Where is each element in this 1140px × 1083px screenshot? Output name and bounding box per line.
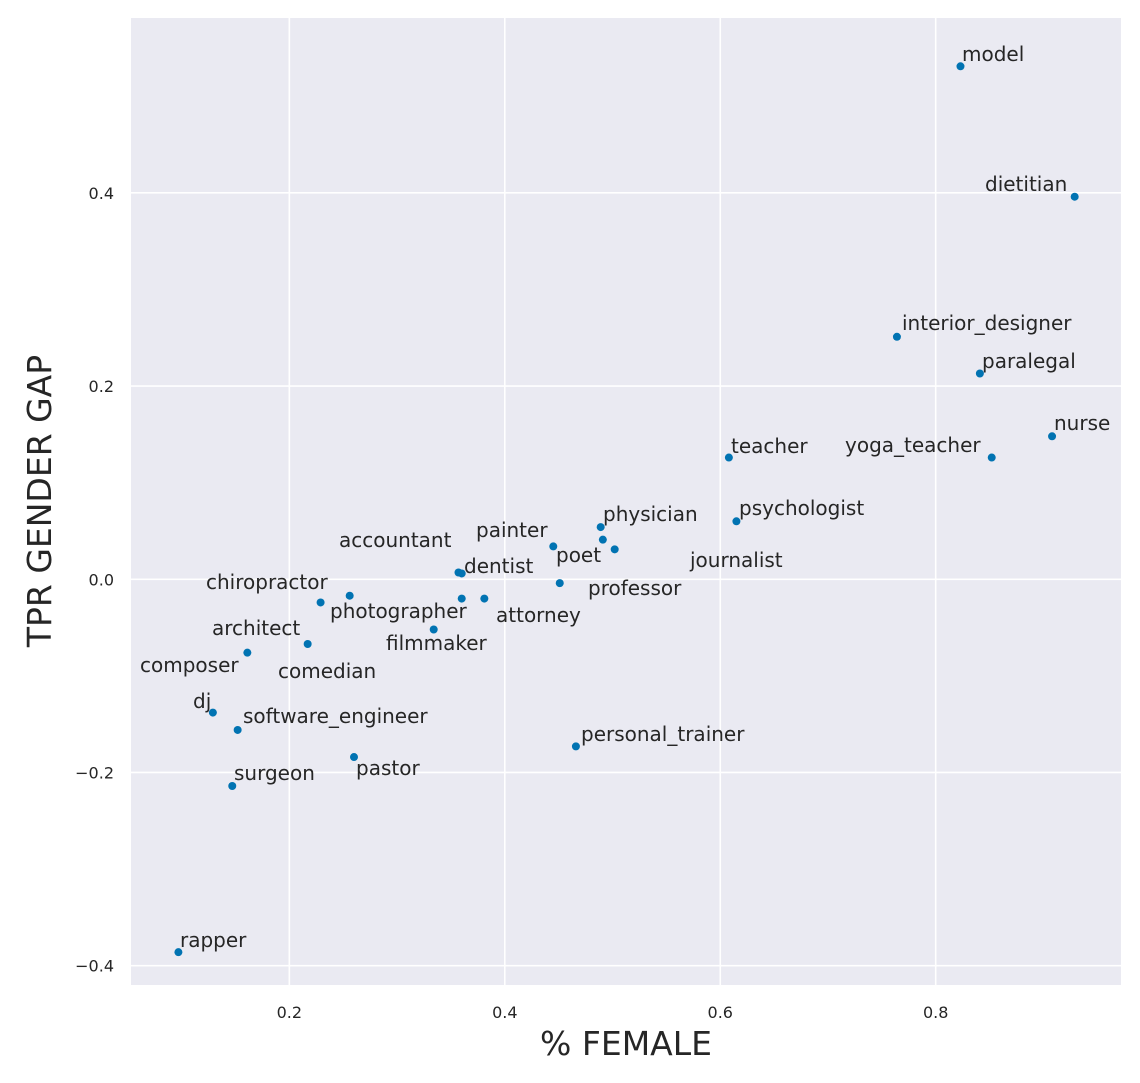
plot-background (131, 18, 1121, 985)
data-point-pastor (349, 753, 358, 762)
point-label-personal_trainer: personal_trainer (581, 722, 745, 746)
point-label-pastor: pastor (356, 756, 420, 780)
data-point-interior_designer (892, 332, 901, 341)
point-label-paralegal: paralegal (982, 349, 1076, 373)
tick-labels: 0.2 0.4 0.6 0.8 −0.4 −0.2 0.0 0.2 0.4 (75, 184, 948, 1022)
point-label-chiropractor: chiropractor (206, 570, 328, 594)
point-label-dj: dj (193, 689, 211, 713)
data-point-composer (243, 648, 252, 657)
data-point-filmmaker (429, 625, 438, 634)
point-label-teacher: teacher (731, 434, 808, 458)
point-label-surgeon: surgeon (234, 761, 315, 785)
point-label-dietitian: dietitian (985, 172, 1067, 196)
point-label-professor: professor (588, 576, 682, 600)
y-tick-label: 0.2 (89, 377, 114, 396)
x-tick-label: 0.4 (492, 1003, 517, 1022)
data-point-photographer (457, 594, 466, 603)
point-label-comedian: comedian (278, 659, 376, 683)
y-tick-label: 0.0 (89, 570, 114, 589)
data-point-architect (316, 598, 325, 607)
point-label-interior_designer: interior_designer (902, 311, 1072, 335)
data-point-psychologist (732, 517, 741, 526)
point-label-physician: physician (603, 502, 698, 526)
data-point-physician (596, 523, 605, 532)
y-tick-label: −0.4 (75, 957, 114, 976)
data-point-dj (208, 708, 217, 717)
x-tick-label: 0.2 (277, 1003, 302, 1022)
point-label-software_engineer: software_engineer (243, 704, 428, 728)
grid (131, 18, 1121, 985)
data-point-nurse (1048, 432, 1057, 441)
point-label-psychologist: psychologist (739, 496, 864, 520)
y-tick-label: 0.4 (89, 184, 114, 203)
data-point-model (956, 62, 965, 71)
data-point-personal_trainer (571, 742, 580, 751)
data-point-professor (555, 579, 564, 588)
data-point-dietitian (1070, 192, 1079, 201)
x-axis-label: % FEMALE (540, 1024, 712, 1063)
x-tick-label: 0.8 (923, 1003, 948, 1022)
data-point-journalist (610, 545, 619, 554)
point-label-architect: architect (212, 616, 300, 640)
data-point-paralegal (975, 369, 984, 378)
point-label-journalist: journalist (689, 548, 783, 572)
point-labels: model dietitian interior_designer paralegal… (140, 42, 1110, 952)
point-label-filmmaker: filmmaker (386, 631, 488, 655)
data-point-chiropractor (345, 591, 354, 600)
point-label-attorney: attorney (496, 603, 581, 627)
data-points (174, 62, 1079, 957)
data-point-yoga_teacher (987, 453, 996, 462)
data-point-attorney (480, 594, 489, 603)
point-label-photographer: photographer (330, 599, 468, 623)
point-label-painter: painter (476, 518, 548, 542)
point-label-accountant: accountant (339, 528, 452, 552)
point-label-rapper: rapper (180, 928, 247, 952)
point-label-poet: poet (556, 543, 601, 567)
data-point-dentist (457, 569, 466, 578)
point-label-model: model (962, 42, 1024, 66)
point-label-composer: composer (140, 653, 239, 677)
data-point-surgeon (228, 781, 237, 790)
data-point-teacher (724, 453, 733, 462)
x-tick-label: 0.6 (708, 1003, 733, 1022)
data-point-comedian (303, 639, 312, 648)
data-point-software_engineer (233, 725, 242, 734)
data-point-rapper (174, 948, 183, 957)
point-label-nurse: nurse (1054, 411, 1110, 435)
point-label-dentist: dentist (464, 554, 533, 578)
y-axis-label: TPR GENDER GAP (20, 355, 59, 648)
data-point-poet (598, 535, 607, 544)
point-label-yoga_teacher: yoga_teacher (845, 433, 981, 457)
y-tick-label: −0.2 (75, 763, 114, 782)
data-point-painter (549, 542, 558, 551)
